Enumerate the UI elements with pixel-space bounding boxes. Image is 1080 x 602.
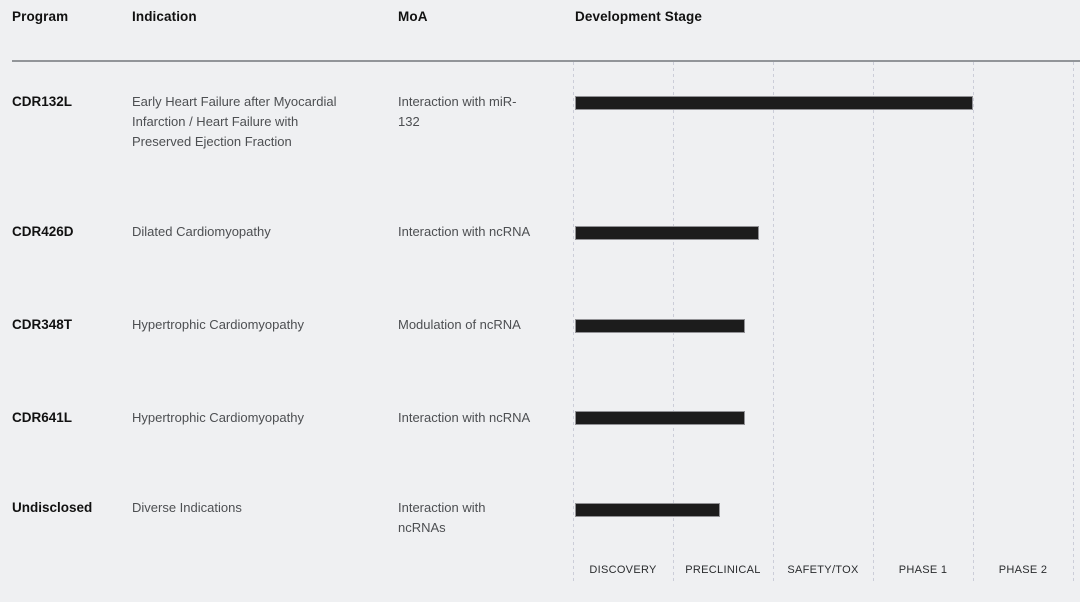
program-name: CDR426D <box>12 224 74 239</box>
stage-gridline <box>873 62 874 583</box>
stage-label-phase-2: PHASE 2 <box>998 564 1048 576</box>
program-name: Undisclosed <box>12 500 93 515</box>
indication-text: Dilated Cardiomyopathy <box>132 224 271 239</box>
stage-label-phase-1: PHASE 1 <box>898 564 948 576</box>
development-stage-bar <box>575 503 720 517</box>
stage-label-preclinical: PRECLINICAL <box>685 564 761 576</box>
column-header-moa: MoA <box>398 9 428 24</box>
indication-text: Early Heart Failure after Myocardial Inf… <box>132 94 337 149</box>
moa-text: Interaction with ncRNA <box>398 410 531 425</box>
program-name: CDR641L <box>12 410 73 425</box>
moa-text: Modulation of ncRNA <box>398 317 521 332</box>
stage-gridline <box>1073 62 1074 583</box>
stage-gridline <box>973 62 974 583</box>
program-name: CDR348T <box>12 317 73 332</box>
development-stage-bar <box>575 96 973 110</box>
column-header-indication: Indication <box>132 9 197 24</box>
column-header-development-stage: Development Stage <box>575 9 702 24</box>
moa-text: Interaction with miR- 132 <box>398 94 517 129</box>
indication-text: Hypertrophic Cardiomyopathy <box>132 317 304 332</box>
indication-text: Hypertrophic Cardiomyopathy <box>132 410 304 425</box>
moa-text: Interaction with ncRNA <box>398 224 531 239</box>
development-stage-bar <box>575 226 759 240</box>
moa-text: Interaction with ncRNAs <box>398 500 486 535</box>
stage-gridline <box>573 62 574 583</box>
indication-text: Diverse Indications <box>132 500 242 515</box>
column-header-program: Program <box>12 9 69 24</box>
stage-label-safety-tox: SAFETY/TOX <box>787 564 859 576</box>
program-name: CDR132L <box>12 94 73 109</box>
development-stage-bar <box>575 411 745 425</box>
stage-gridline <box>773 62 774 583</box>
development-stage-bar <box>575 319 745 333</box>
stage-label-discovery: DISCOVERY <box>589 564 657 576</box>
header-divider-rule <box>12 60 1080 62</box>
